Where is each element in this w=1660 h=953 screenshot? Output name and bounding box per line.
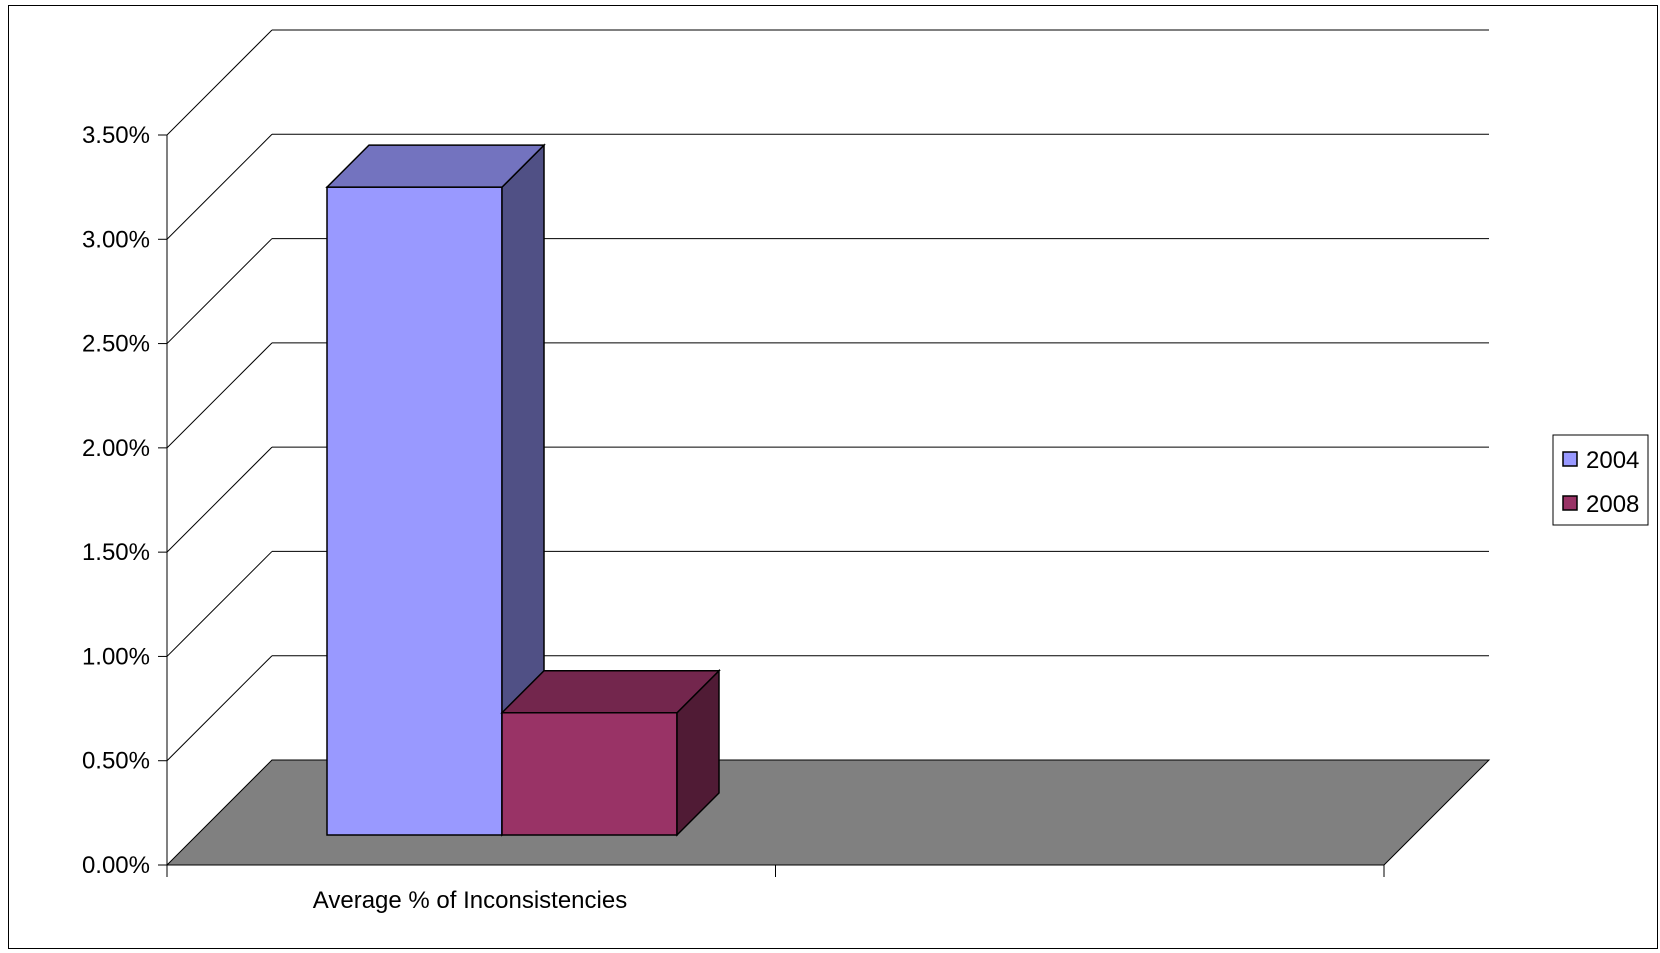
bar-front-face [501,711,678,836]
y-tick-label: 0.00% [82,852,150,879]
x-axis: Average % of Inconsistencies [166,864,1385,914]
gridline-side [166,29,273,136]
y-tick-label: 3.50% [82,122,150,149]
bar-top-face [325,144,546,188]
legend-label-2004: 2004 [1586,447,1639,474]
y-tick-label: 0.50% [82,748,150,775]
bar-2008 [500,668,721,837]
y-tick-label: 1.00% [82,643,150,670]
x-tick-label: Average % of Inconsistencies [313,887,627,914]
y-tick-label: 2.50% [82,331,150,358]
gridline-side [166,551,273,657]
gridline-side [166,342,273,449]
bars [325,143,721,837]
legend-swatch-2008 [1562,495,1578,511]
bar-top-face [500,669,721,714]
bar-2004 [325,143,546,837]
legend-label-2008: 2008 [1586,491,1639,518]
y-tick-label: 3.00% [82,226,150,253]
y-tick-label: 1.50% [82,539,150,566]
legend: 2004 2008 [1552,434,1649,526]
gridline-side [166,133,273,240]
y-axis: 0.00% 0.50% 1.00% 1.50% 2.00% 2.50% 3.00% 3.50% [82,122,168,879]
gridline-side [166,655,273,762]
bar-front-face [326,186,503,836]
gridline-side [166,238,273,344]
gridline-side [166,446,273,553]
legend-swatch-2004 [1562,451,1578,467]
y-tick-label: 2.00% [82,435,150,462]
